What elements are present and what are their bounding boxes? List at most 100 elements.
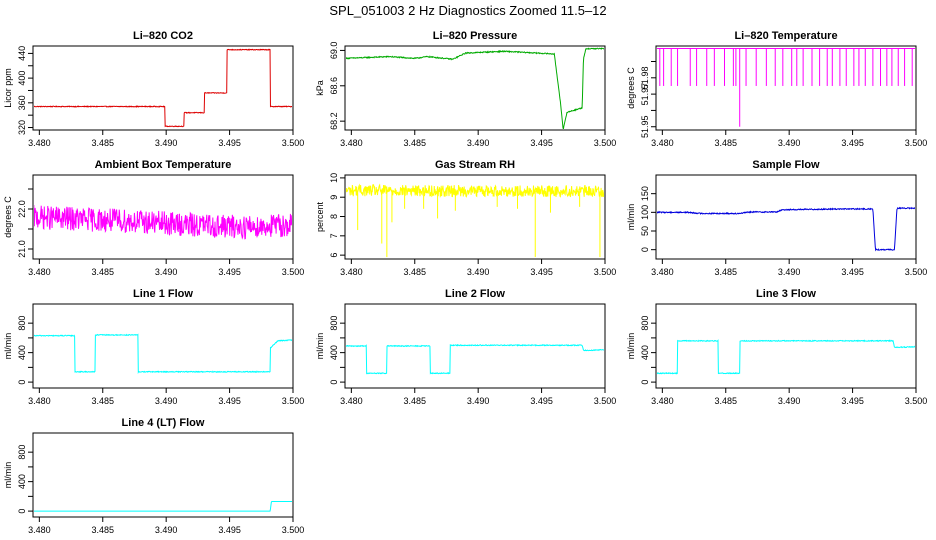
plot-frame bbox=[344, 45, 606, 131]
y-tick-label: 69.0 bbox=[329, 42, 339, 60]
plot-frame bbox=[32, 303, 294, 389]
x-tick-label: 3.495 bbox=[841, 267, 864, 277]
plot-frame bbox=[32, 432, 294, 518]
x-tick-label: 3.480 bbox=[651, 267, 674, 277]
series-line bbox=[34, 501, 292, 512]
chart-panel: Sample Flow 3.480 3.485 3.490 3.495 3.500 0 50 1… bbox=[626, 159, 927, 277]
chart-title: Ambient Box Temperature bbox=[95, 159, 232, 171]
y-tick-label: 360 bbox=[17, 95, 27, 110]
y-tick-label: 51.97 bbox=[640, 83, 650, 106]
x-tick-label: 3.500 bbox=[594, 267, 617, 277]
x-tick-label: 3.485 bbox=[403, 138, 426, 148]
y-tick-label: 800 bbox=[640, 316, 650, 331]
x-tick-label: 3.500 bbox=[282, 525, 305, 535]
x-tick-label: 3.485 bbox=[403, 267, 426, 277]
plot-frame bbox=[655, 174, 917, 260]
y-tick-label: 22.0 bbox=[17, 200, 27, 218]
x-tick-label: 3.495 bbox=[841, 138, 864, 148]
chart-title: Li–820 CO2 bbox=[133, 30, 193, 42]
x-tick-label: 3.495 bbox=[218, 525, 241, 535]
x-tick-label: 3.480 bbox=[340, 267, 363, 277]
x-tick-label: 3.480 bbox=[28, 525, 51, 535]
chart-panel: Line 4 (LT) Flow 3.480 3.485 3.490 3.495 3.50… bbox=[3, 417, 304, 535]
x-tick-label: 3.500 bbox=[282, 138, 305, 148]
x-tick-label: 3.490 bbox=[467, 396, 490, 406]
x-tick-label: 3.490 bbox=[778, 396, 801, 406]
y-tick-label: 800 bbox=[17, 445, 27, 460]
y-tick-label: 7 bbox=[329, 233, 339, 238]
y-tick-label: 0 bbox=[17, 509, 27, 514]
x-tick-label: 3.485 bbox=[91, 138, 114, 148]
chart-panel: Line 3 Flow 3.480 3.485 3.490 3.495 3.500 0 400… bbox=[626, 288, 927, 406]
figure-title: SPL_051003 2 Hz Diagnostics Zoomed 11.5–… bbox=[329, 3, 607, 18]
chart-panel: Li–820 Pressure 3.480 3.485 3.490 3.495 3.500… bbox=[315, 30, 616, 148]
y-tick-label: 51.98 bbox=[640, 67, 650, 90]
x-tick-label: 3.500 bbox=[594, 138, 617, 148]
plot-frame bbox=[655, 303, 917, 389]
series-line bbox=[657, 339, 915, 375]
x-tick-label: 3.480 bbox=[340, 138, 363, 148]
x-tick-label: 3.500 bbox=[905, 138, 928, 148]
x-tick-label: 3.485 bbox=[91, 396, 114, 406]
chart-panel: Line 2 Flow 3.480 3.485 3.490 3.495 3.500 0 400… bbox=[315, 288, 616, 406]
y-tick-label: 100 bbox=[640, 205, 650, 220]
chart-title: Li–820 Pressure bbox=[433, 30, 517, 42]
y-tick-label: 400 bbox=[17, 474, 27, 489]
chart-title: Line 2 Flow bbox=[445, 288, 505, 300]
y-axis-label: Licor ppm bbox=[3, 68, 13, 108]
x-tick-label: 3.485 bbox=[91, 525, 114, 535]
chart-panel: Gas Stream RH 3.480 3.485 3.490 3.495 3.500 6 7… bbox=[315, 159, 616, 277]
y-axis-label: percent bbox=[315, 201, 325, 232]
x-tick-label: 3.490 bbox=[778, 267, 801, 277]
x-tick-label: 3.495 bbox=[218, 396, 241, 406]
series-line bbox=[346, 183, 604, 199]
x-tick-label: 3.485 bbox=[714, 138, 737, 148]
y-axis-label: ml/min bbox=[315, 333, 325, 360]
y-tick-label: 400 bbox=[17, 71, 27, 86]
y-axis-label: ml/min bbox=[626, 204, 636, 231]
chart-title: Gas Stream RH bbox=[435, 159, 515, 171]
x-tick-label: 3.490 bbox=[155, 138, 178, 148]
x-tick-label: 3.480 bbox=[28, 267, 51, 277]
y-axis-label: degrees C bbox=[626, 67, 636, 109]
y-tick-label: 50 bbox=[640, 226, 650, 236]
x-tick-label: 3.495 bbox=[530, 138, 553, 148]
y-tick-label: 800 bbox=[329, 316, 339, 331]
x-tick-label: 3.500 bbox=[905, 396, 928, 406]
chart-title: Li–820 Temperature bbox=[734, 30, 837, 42]
y-tick-label: 0 bbox=[640, 247, 650, 252]
y-axis-label: degrees C bbox=[3, 196, 13, 238]
y-axis-label: kPa bbox=[315, 80, 325, 96]
x-tick-label: 3.500 bbox=[594, 396, 617, 406]
y-tick-label: 800 bbox=[17, 316, 27, 331]
chart-panel: Li–820 Temperature 3.480 3.485 3.490 3.495 3.… bbox=[626, 30, 927, 148]
x-tick-label: 3.485 bbox=[91, 267, 114, 277]
x-tick-label: 3.485 bbox=[714, 396, 737, 406]
y-tick-label: 51.95 bbox=[640, 115, 650, 138]
x-tick-label: 3.485 bbox=[403, 396, 426, 406]
x-tick-label: 3.495 bbox=[530, 396, 553, 406]
x-tick-label: 3.490 bbox=[467, 267, 490, 277]
y-tick-label: 0 bbox=[17, 380, 27, 385]
x-tick-label: 3.490 bbox=[155, 396, 178, 406]
x-tick-label: 3.490 bbox=[778, 138, 801, 148]
y-tick-label: 400 bbox=[640, 345, 650, 360]
chart-title: Line 4 (LT) Flow bbox=[122, 417, 205, 429]
y-tick-label: 0 bbox=[640, 380, 650, 385]
x-tick-label: 3.500 bbox=[282, 267, 305, 277]
y-tick-label: 6 bbox=[329, 253, 339, 258]
series-line bbox=[34, 48, 292, 128]
plot-frame bbox=[32, 174, 294, 260]
y-tick-label: 8 bbox=[329, 214, 339, 219]
y-tick-label: 320 bbox=[17, 120, 27, 135]
chart-title: Sample Flow bbox=[752, 159, 820, 171]
x-tick-label: 3.480 bbox=[651, 138, 674, 148]
y-tick-label: 21.0 bbox=[17, 240, 27, 258]
y-tick-label: 10 bbox=[329, 173, 339, 183]
x-tick-label: 3.495 bbox=[218, 267, 241, 277]
y-tick-label: 400 bbox=[329, 345, 339, 360]
x-tick-label: 3.480 bbox=[651, 396, 674, 406]
x-tick-label: 3.495 bbox=[218, 138, 241, 148]
y-tick-label: 400 bbox=[17, 345, 27, 360]
